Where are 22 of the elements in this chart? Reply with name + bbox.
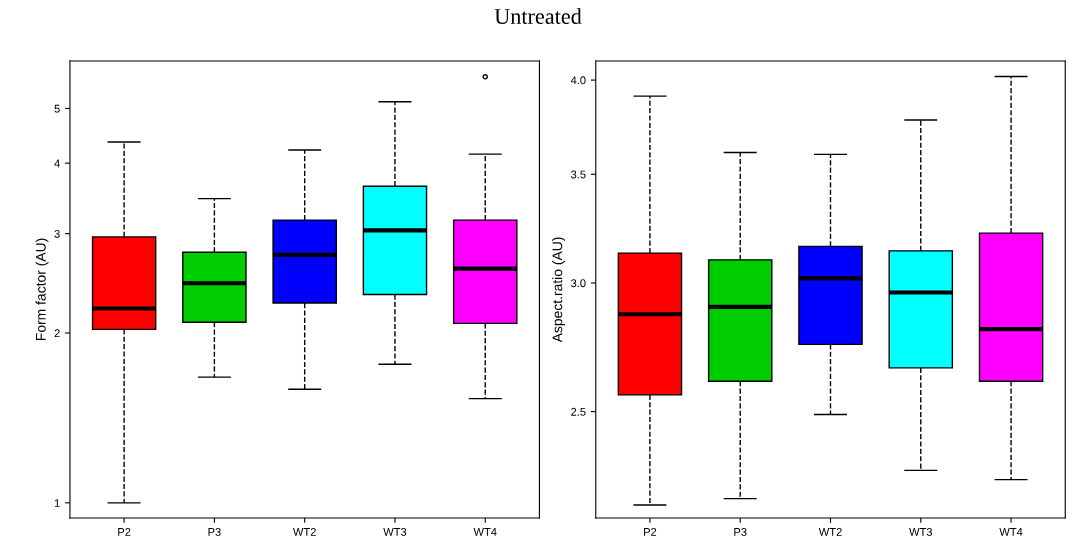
y-tick-label: 2.5 [571, 407, 586, 416]
x-tick-label: WT4 [999, 528, 1023, 536]
x-tick-label: P3 [208, 528, 221, 536]
x-tick-label: WT3 [383, 528, 407, 536]
x-tick-label: P3 [734, 528, 747, 536]
x-tick-label: P2 [118, 528, 131, 536]
x-tick-label: WT4 [473, 528, 497, 536]
x-tick-label: WT2 [818, 528, 842, 536]
y-tick-label: 4.0 [570, 76, 586, 85]
y-tick-label: 3.0 [571, 279, 586, 288]
y-tick-label: 3 [54, 229, 60, 238]
y-tick-label: 3.5 [571, 170, 586, 179]
y-axis-title: Aspect.ratio (AU) [552, 237, 566, 343]
y-tick-label: 1 [54, 499, 60, 507]
x-tick-label: WT3 [909, 528, 933, 536]
y-axis-title: Form factor (AU) [35, 238, 49, 341]
y-tick-label: 2 [54, 329, 60, 338]
chart-title: Untreated [494, 8, 582, 24]
x-tick-label: P2 [644, 528, 657, 536]
y-tick-label: 5 [54, 104, 60, 113]
y-tick-label: 4 [54, 159, 60, 168]
x-tick-label: WT2 [293, 528, 316, 536]
